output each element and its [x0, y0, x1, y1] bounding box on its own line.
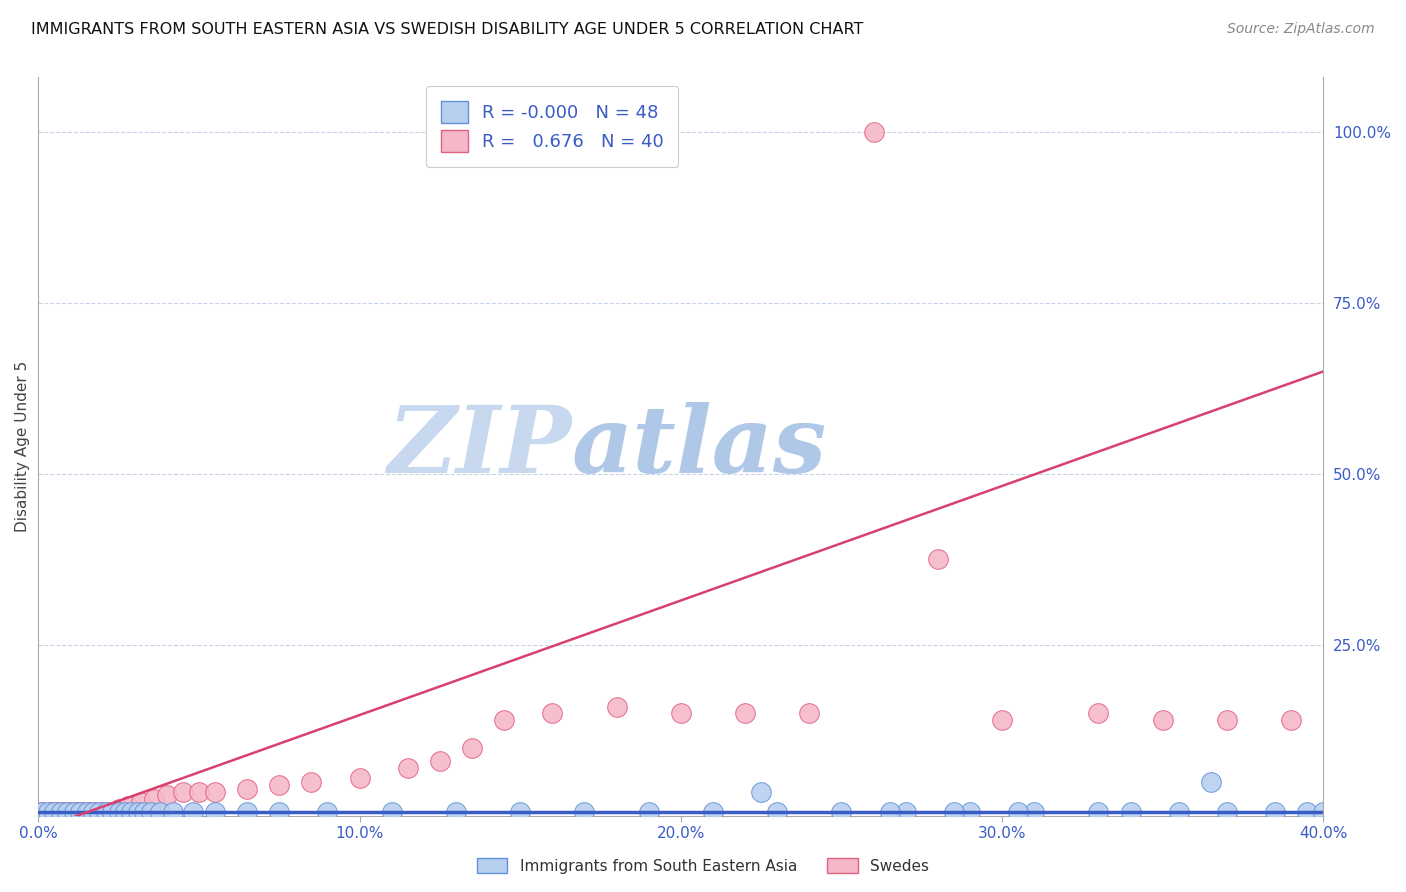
Point	[429, 754, 451, 768]
Point	[107, 805, 129, 820]
Point	[156, 789, 179, 803]
Point	[162, 805, 184, 820]
Point	[107, 802, 129, 816]
Point	[1216, 805, 1239, 820]
Point	[91, 805, 114, 820]
Point	[204, 785, 226, 799]
Legend: Immigrants from South Eastern Asia, Swedes: Immigrants from South Eastern Asia, Swed…	[471, 852, 935, 880]
Point	[494, 713, 516, 727]
Point	[381, 805, 404, 820]
Point	[236, 781, 259, 796]
Point	[72, 805, 94, 820]
Point	[830, 805, 852, 820]
Point	[862, 125, 884, 139]
Point	[114, 805, 136, 820]
Y-axis label: Disability Age Under 5: Disability Age Under 5	[15, 361, 30, 533]
Point	[927, 552, 949, 566]
Point	[799, 706, 821, 721]
Point	[56, 805, 79, 820]
Point	[734, 706, 756, 721]
Point	[204, 805, 226, 820]
Point	[316, 805, 339, 820]
Point	[1119, 805, 1142, 820]
Point	[76, 805, 98, 820]
Point	[127, 805, 149, 820]
Point	[1167, 805, 1189, 820]
Point	[1024, 805, 1046, 820]
Point	[62, 805, 84, 820]
Text: IMMIGRANTS FROM SOUTH EASTERN ASIA VS SWEDISH DISABILITY AGE UNDER 5 CORRELATION: IMMIGRANTS FROM SOUTH EASTERN ASIA VS SW…	[31, 22, 863, 37]
Legend: R = -0.000   N = 48, R =   0.676   N = 40: R = -0.000 N = 48, R = 0.676 N = 40	[426, 87, 678, 167]
Point	[1279, 713, 1302, 727]
Point	[53, 805, 76, 820]
Point	[188, 785, 211, 799]
Text: atlas: atlas	[572, 401, 827, 491]
Point	[637, 805, 659, 820]
Point	[541, 706, 564, 721]
Point	[1216, 713, 1239, 727]
Point	[236, 805, 259, 820]
Point	[143, 792, 166, 806]
Point	[1007, 805, 1029, 820]
Point	[79, 805, 101, 820]
Point	[894, 805, 917, 820]
Point	[879, 805, 901, 820]
Point	[959, 805, 981, 820]
Point	[991, 713, 1014, 727]
Point	[1312, 805, 1334, 820]
Point	[101, 805, 124, 820]
Point	[1087, 706, 1109, 721]
Point	[89, 805, 111, 820]
Point	[461, 740, 484, 755]
Point	[444, 805, 467, 820]
Point	[59, 805, 82, 820]
Point	[574, 805, 596, 820]
Point	[37, 805, 59, 820]
Point	[49, 805, 72, 820]
Point	[84, 805, 107, 820]
Point	[66, 805, 89, 820]
Point	[46, 805, 69, 820]
Point	[98, 805, 121, 820]
Point	[69, 805, 91, 820]
Point	[1264, 805, 1286, 820]
Point	[172, 785, 194, 799]
Point	[181, 805, 204, 820]
Point	[269, 805, 291, 820]
Point	[134, 805, 156, 820]
Point	[669, 706, 692, 721]
Point	[396, 761, 419, 775]
Point	[94, 805, 117, 820]
Point	[1152, 713, 1174, 727]
Point	[121, 805, 143, 820]
Point	[31, 805, 53, 820]
Point	[299, 774, 322, 789]
Text: Source: ZipAtlas.com: Source: ZipAtlas.com	[1227, 22, 1375, 37]
Point	[31, 805, 53, 820]
Point	[82, 805, 104, 820]
Point	[269, 778, 291, 792]
Point	[149, 805, 172, 820]
Point	[766, 805, 789, 820]
Point	[117, 798, 139, 813]
Point	[1329, 802, 1351, 816]
Point	[606, 699, 628, 714]
Point	[509, 805, 531, 820]
Point	[749, 785, 772, 799]
Point	[1296, 805, 1319, 820]
Point	[1087, 805, 1109, 820]
Point	[942, 805, 965, 820]
Point	[1199, 774, 1222, 789]
Point	[702, 805, 724, 820]
Point	[129, 795, 152, 809]
Point	[139, 805, 162, 820]
Text: ZIP: ZIP	[387, 401, 572, 491]
Point	[44, 805, 66, 820]
Point	[39, 805, 62, 820]
Point	[349, 772, 371, 786]
